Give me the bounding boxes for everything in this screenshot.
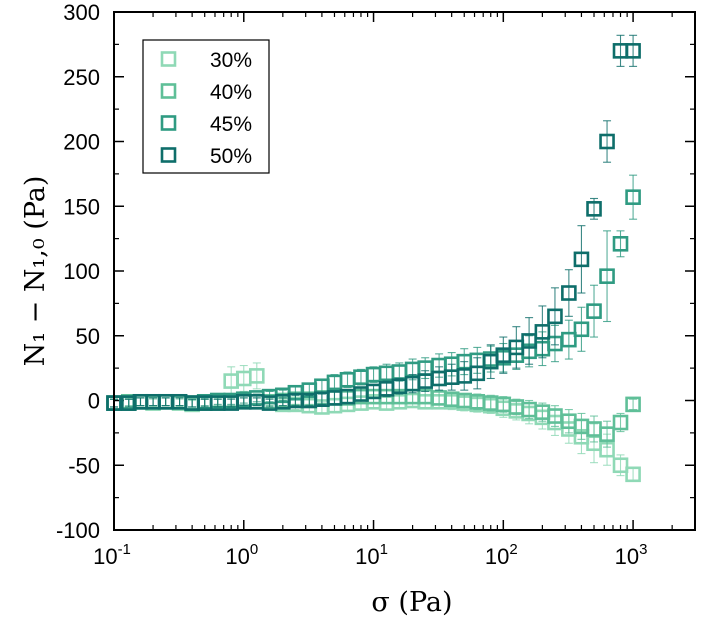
data-point [534,324,551,340]
x-tick-exponent: 0 [250,541,258,558]
plot-frame [113,11,696,531]
y-tick-label: -50 [68,453,100,478]
x-tick-base: 10 [615,544,639,569]
legend-marker [160,51,177,67]
y-tick-label: 0 [88,389,100,414]
x-tick-base: 10 [93,544,117,569]
data-point [547,308,563,325]
y-tick-label: 50 [76,324,100,349]
data-point [521,333,537,349]
data-point [599,133,615,150]
x-tick-exponent: 1 [380,541,388,558]
x-tick-base: 10 [355,544,379,569]
x-tick-label: 101 [355,541,388,569]
series-45% [106,174,641,411]
data-point [586,201,602,217]
legend-marker [160,147,177,163]
series-50% [106,34,641,411]
data-point [612,457,629,474]
data-point [625,396,641,413]
legend-label: 40% [210,81,252,104]
data-point [599,268,615,284]
legend-marker [160,115,177,131]
x-tick-label: 103 [615,541,648,569]
y-tick-label: 100 [63,259,100,284]
data-point [561,285,577,301]
x-tick-label: 100 [225,541,258,569]
y-tick-label: -100 [56,518,100,543]
data-point [625,466,641,483]
data-point [561,331,577,348]
x-axis-title: σ (Pa) [371,587,452,618]
legend-label: 50% [210,145,252,168]
y-tick-label: 200 [63,130,100,155]
axis-tick-labels: 10-1 100 101 102 103-100-5005010015020025030… [56,0,648,569]
x-tick-base: 10 [225,544,249,569]
x-tick-label: 102 [485,541,518,569]
legend-marker [160,83,177,99]
x-tick-base: 10 [485,544,509,569]
legend-label: 30% [210,49,252,72]
data-point [599,426,615,442]
x-tick-exponent: 2 [509,541,517,558]
data-point [586,303,602,319]
y-tick-label: 300 [63,0,100,25]
legend-box [142,39,270,174]
data-point [612,414,629,431]
data-point [248,368,265,384]
y-tick-label: 250 [63,65,100,90]
x-tick-exponent: 3 [639,541,647,558]
x-tick-label: 10-1 [93,541,131,569]
legend: 30% 40% 45% 50% [142,39,270,174]
chart-marks [106,34,641,483]
data-point [573,321,590,338]
data-point [573,251,590,268]
y-tick-label: 150 [63,194,100,219]
data-point [625,43,641,59]
legend-label: 45% [210,113,252,136]
data-point [469,365,486,382]
y-axis-title: N₁ − N₁,₀ (Pa) [20,176,51,367]
data-point [625,189,641,205]
x-tick-exponent: -1 [118,541,131,558]
data-point [612,236,629,252]
